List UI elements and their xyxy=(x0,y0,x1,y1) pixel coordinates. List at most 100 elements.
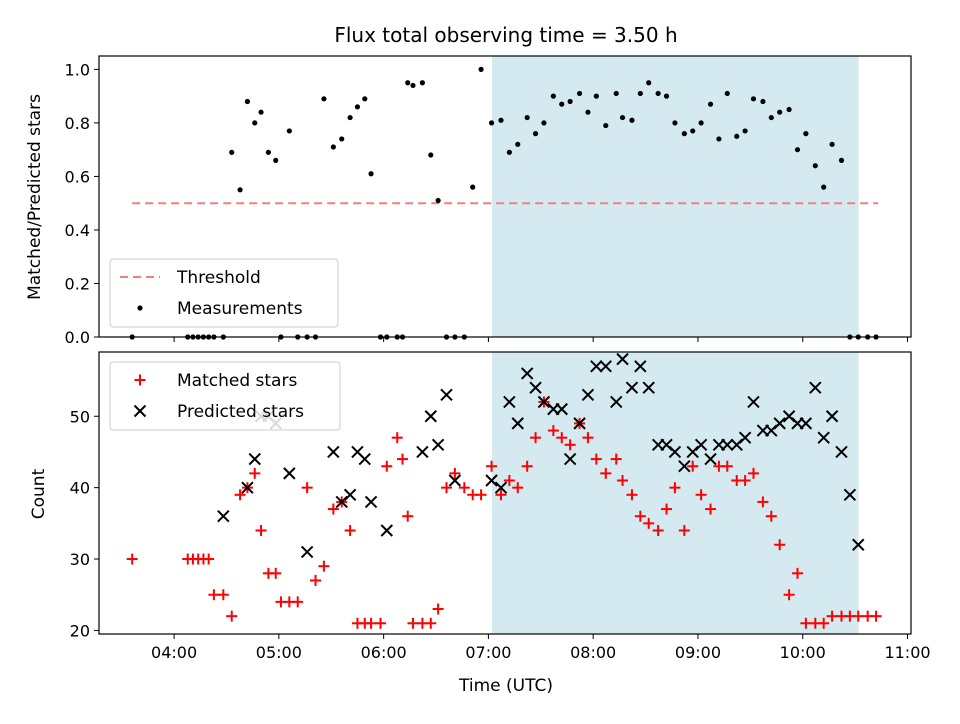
legend-label: Measurements xyxy=(177,299,303,319)
matched-point xyxy=(705,503,717,515)
x-tick-label: 08:00 xyxy=(570,643,616,662)
matched-point xyxy=(547,425,559,437)
predicted-point xyxy=(573,417,586,430)
predicted-point-b xyxy=(485,474,498,487)
matched-point xyxy=(255,524,267,536)
x-tick-label: 11:00 xyxy=(884,643,930,662)
matched-point xyxy=(774,539,786,551)
matched-point xyxy=(425,617,437,629)
measurement-point xyxy=(707,101,714,107)
predicted-point-b xyxy=(721,438,734,452)
predicted-point xyxy=(642,381,655,394)
measurement-point xyxy=(742,128,748,134)
predicted-point xyxy=(327,445,340,459)
predicted-point-b xyxy=(835,445,848,459)
predicted-point-b xyxy=(668,445,682,459)
observing-window-band xyxy=(491,56,859,337)
plot-frame-1 xyxy=(98,351,912,635)
matched-point xyxy=(590,453,602,465)
measurement-point xyxy=(286,128,292,134)
predicted-point-b xyxy=(581,388,595,402)
predicted-point-b xyxy=(448,474,462,487)
predicted-point xyxy=(424,410,437,423)
predicted-point xyxy=(520,367,534,380)
predicted-point-b xyxy=(300,545,314,559)
matched-point xyxy=(643,517,655,529)
predicted-point-b xyxy=(440,388,453,402)
matched-point xyxy=(402,510,414,522)
measurement-point xyxy=(550,93,556,99)
predicted-point xyxy=(817,431,830,444)
predicted-point xyxy=(625,381,639,394)
count-panel: 04:00 05:00 06:00 07:00 08:00 09:00 10:00 11:00… xyxy=(70,351,931,662)
matched-point xyxy=(318,560,330,572)
predicted-point xyxy=(825,410,839,423)
predicted-point xyxy=(738,431,752,444)
predicted-point xyxy=(581,388,595,402)
x-tick-label: 10:00 xyxy=(780,643,826,662)
y-tick-label: 50 xyxy=(70,407,90,426)
predicted-point-b xyxy=(424,410,437,423)
predicted-point-b xyxy=(283,467,296,480)
measurement-point xyxy=(716,136,722,142)
predicted-point-b xyxy=(380,524,393,537)
measurement-point xyxy=(786,106,792,113)
matched-point xyxy=(486,460,498,472)
predicted-point-b xyxy=(416,445,429,459)
matched-point xyxy=(449,467,461,479)
predicted-point-b xyxy=(852,538,865,551)
predicted-point xyxy=(283,467,296,480)
measurement-point xyxy=(838,157,845,163)
predicted-point xyxy=(485,474,498,487)
predicted-point-b xyxy=(616,352,629,366)
matched-point xyxy=(652,524,664,536)
predicted-point-b xyxy=(610,395,623,409)
predicted-point xyxy=(364,495,378,509)
matched-point xyxy=(458,482,470,494)
measurement-point xyxy=(760,98,766,105)
matched-point xyxy=(695,489,707,501)
predicted-point xyxy=(416,445,429,459)
measurement-point xyxy=(593,93,599,99)
measurement-point xyxy=(470,184,476,190)
measurement-point xyxy=(428,152,434,158)
matched-point xyxy=(396,453,408,465)
matched-point xyxy=(870,610,882,622)
measurement-point xyxy=(777,109,783,115)
measurement-point xyxy=(419,80,426,86)
measurement-point xyxy=(681,131,687,137)
predicted-point xyxy=(300,545,314,559)
matched-point xyxy=(634,510,646,522)
predicted-point xyxy=(610,395,623,409)
matched-point xyxy=(765,510,777,522)
predicted-point-b xyxy=(817,431,830,444)
predicted-point-b xyxy=(537,395,551,409)
matched-point xyxy=(721,460,733,472)
predicted-point-b xyxy=(590,360,603,373)
measurement-point xyxy=(244,98,251,105)
predicted-point xyxy=(529,381,542,394)
x-tick-label: 06:00 xyxy=(361,643,407,662)
matched-point xyxy=(800,617,812,629)
matched-point xyxy=(530,432,542,444)
legend-box xyxy=(109,258,339,328)
predicted-point-b xyxy=(678,460,691,473)
measurement-point xyxy=(229,149,235,155)
predicted-point-b xyxy=(555,402,568,416)
predicted-point xyxy=(380,524,393,537)
predicted-point-b xyxy=(599,360,612,373)
matched-point xyxy=(521,460,533,472)
measurement-point xyxy=(613,90,619,97)
measurement-point xyxy=(663,93,670,99)
predicted-point xyxy=(440,388,453,402)
predicted-point-b xyxy=(241,481,254,494)
y-tick-label: 0.4 xyxy=(65,221,90,240)
measurement-point xyxy=(354,104,361,110)
predicted-point xyxy=(799,417,813,430)
measurement-point xyxy=(768,114,774,121)
predicted-point xyxy=(678,460,691,473)
measurement-point xyxy=(498,117,504,123)
x-axis-label: Time (UTC) xyxy=(458,676,553,696)
predicted-point-b xyxy=(327,445,340,459)
measurement-point xyxy=(532,131,539,137)
